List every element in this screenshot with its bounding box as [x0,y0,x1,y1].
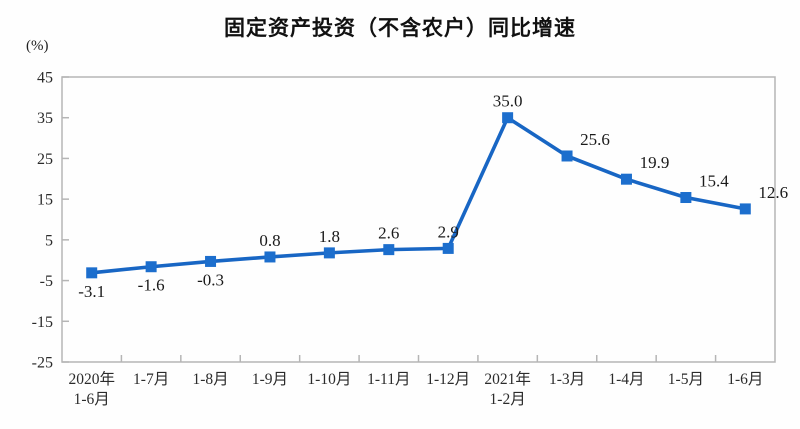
x-tick-label: 1-10月 [307,371,351,388]
data-point-marker [323,247,335,259]
x-tick-label: 1-4月 [608,371,644,388]
y-axis-unit-label: (%) [26,38,49,54]
data-point-marker [383,244,395,256]
x-tick-label: 1-6月 [727,371,763,388]
x-tick-label: 1-2月 [490,391,526,408]
series-line [91,115,746,275]
x-tick-label: 1-5月 [668,371,704,388]
y-tick-label: -25 [32,355,53,372]
data-point-label: 2.9 [438,222,459,241]
data-point-label: 35.0 [493,92,523,111]
y-tick-label: 45 [37,70,53,87]
data-point-label: 0.8 [259,231,280,250]
y-tick-label: 5 [45,232,53,249]
data-point-marker [442,242,454,254]
data-point-marker [205,255,217,267]
data-point-marker [739,203,751,215]
data-point-label: 1.8 [319,227,340,246]
data-point-label: -0.3 [197,270,224,289]
chart-title: 固定资产投资（不含农户）同比增速 [224,17,576,40]
y-tick-label: -5 [40,273,53,290]
x-tick-label: 1-3月 [549,371,585,388]
data-point-label: 2.6 [378,224,399,243]
y-tick-label: 15 [37,192,53,209]
y-tick-label: 25 [37,151,53,168]
data-point-label: 19.9 [640,153,670,172]
y-tick-label: -15 [32,314,53,331]
x-tick-label: 1-6月 [74,391,110,408]
y-tick-label: 35 [37,110,53,127]
x-tick-label: 1-11月 [367,371,410,388]
x-tick-label: 1-7月 [133,371,169,388]
data-point-marker [561,150,573,162]
data-point-label: -3.1 [78,282,105,301]
data-point-label: 15.4 [699,172,729,191]
x-tick-label: 2020年 [68,370,115,388]
data-point-marker [145,261,157,273]
x-tick-label: 2021年 [484,370,531,388]
x-tick-label: 1-12月 [426,371,470,388]
x-tick-label: 1-8月 [192,371,228,388]
data-point-label: -1.6 [138,276,165,295]
data-point-marker [620,173,632,185]
data-point-marker [680,192,692,204]
data-point-marker [502,112,514,124]
data-point-marker [264,251,276,263]
data-point-marker [86,267,98,279]
x-tick-label: 1-9月 [252,371,288,388]
data-point-label: 12.6 [758,183,788,202]
data-point-label: 25.6 [580,130,610,149]
plot-frame [61,76,776,363]
